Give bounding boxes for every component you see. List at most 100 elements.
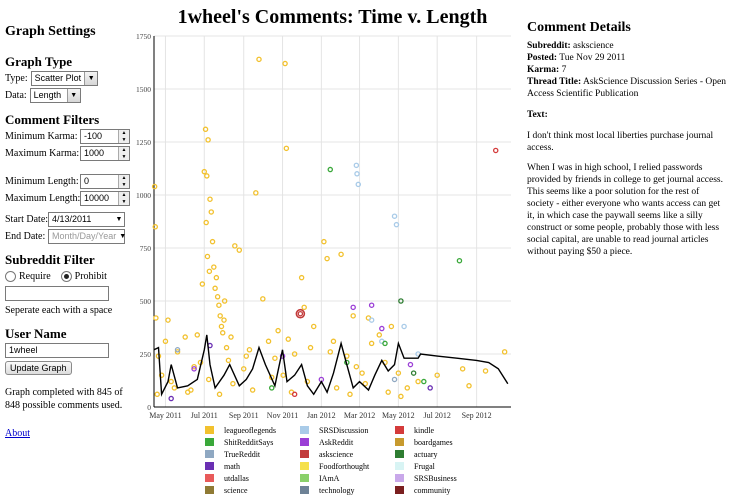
spin-up-icon[interactable]: ▲ (119, 192, 129, 199)
spin-down-icon[interactable]: ▼ (119, 181, 129, 188)
x-tick-label: Sep 2011 (229, 411, 259, 420)
legend-swatch (300, 450, 309, 458)
comment-paragraph: When I was in high school, I relied pass… (527, 163, 724, 257)
scatter-chart[interactable]: 0 250 500 750 1000 1250 1500 1750 May 2011 Jul 20… (132, 30, 517, 424)
data-point (382, 340, 388, 347)
data-point (291, 391, 298, 398)
data-point (207, 196, 213, 202)
legend-swatch (300, 474, 309, 482)
legend-swatch (395, 462, 404, 470)
settings-heading: Graph Settings (5, 24, 96, 39)
data-point (202, 126, 209, 133)
legend-label: science (224, 485, 248, 495)
data-point (171, 385, 178, 391)
data-label: Data: (5, 90, 27, 101)
about-link[interactable]: About (5, 428, 30, 439)
min-length-label: Minimum Length: (5, 176, 79, 187)
legend-swatch (205, 438, 214, 446)
data-select[interactable]: Length ▼ (29, 88, 81, 103)
data-point (368, 302, 375, 308)
spin-up-icon[interactable]: ▲ (119, 175, 129, 182)
start-date-label: Start Date: (5, 214, 49, 225)
data-point (216, 391, 223, 398)
data-point (165, 317, 171, 323)
data-point (307, 344, 314, 351)
data-point (260, 296, 266, 302)
prohibit-label: Prohibit (74, 271, 107, 282)
x-tick-label: Nov 2011 (267, 411, 298, 420)
type-label: Type: (5, 73, 28, 84)
data-point (249, 387, 256, 393)
start-date-input[interactable]: 4/13/2011 ▼ (48, 212, 125, 227)
data-point (218, 323, 225, 330)
data-point (205, 137, 211, 143)
data-point (212, 285, 218, 292)
subreddit-filter-input[interactable] (5, 286, 109, 301)
subreddit-hint: Seperate each with a space (5, 305, 113, 316)
legend-swatch (395, 486, 404, 494)
data-point (199, 281, 206, 287)
spin-up-icon[interactable]: ▲ (119, 130, 129, 137)
data-point (151, 183, 158, 190)
legend-label: IAmA (319, 473, 340, 483)
require-radio[interactable] (5, 271, 16, 282)
legend-label: boardgames (414, 437, 453, 447)
data-point (410, 370, 417, 376)
min-karma-input[interactable]: -100 ▲ ▼ (80, 129, 130, 144)
prohibit-radio[interactable] (60, 271, 72, 282)
average-length-line (153, 334, 509, 397)
legend-swatch (205, 486, 214, 494)
data-point (333, 385, 340, 391)
data-point (217, 313, 223, 319)
data-point (211, 264, 217, 270)
data-point (221, 317, 227, 323)
data-point (398, 298, 404, 304)
spin-down-icon[interactable]: ▼ (119, 198, 129, 205)
data-point (338, 251, 344, 258)
legend-item: askscience (300, 448, 395, 460)
data-point (223, 344, 230, 351)
end-date-input[interactable]: Month/Day/Year ▼ (48, 229, 126, 244)
data-point (362, 380, 369, 387)
data-point (213, 274, 220, 281)
data-point (350, 304, 356, 311)
legend-swatch (395, 426, 404, 434)
max-karma-input[interactable]: 1000 ▲ ▼ (80, 146, 130, 161)
legend-item: science (205, 484, 300, 496)
chevron-down-icon: ▼ (84, 72, 98, 85)
spin-down-icon[interactable]: ▼ (119, 153, 129, 160)
data-point (330, 338, 337, 345)
data-point (154, 391, 160, 398)
y-tick-label: 1500 (136, 85, 151, 94)
legend-label: Foodforthought (319, 461, 370, 471)
update-graph-button[interactable]: Update Graph (5, 361, 72, 375)
min-length-input[interactable]: 0 ▲ ▼ (80, 174, 130, 189)
data-value: Length (33, 90, 62, 100)
username-input[interactable]: 1wheel (5, 343, 109, 358)
y-tick-label: 1000 (136, 191, 151, 200)
data-point (225, 357, 232, 364)
legend-label: Frugal (414, 461, 435, 471)
spin-down-icon[interactable]: ▼ (119, 136, 129, 143)
data-point (152, 224, 159, 230)
selected-point (295, 308, 306, 319)
y-tick-label: 0 (147, 403, 151, 412)
legend-label: ShitRedditSays (224, 437, 274, 447)
data-point (268, 385, 275, 391)
end-date-placeholder: Month/Day/Year (52, 231, 117, 241)
graph-type-select[interactable]: Scatter Plot ▼ (30, 71, 99, 86)
data-point (162, 338, 169, 345)
data-point (219, 330, 226, 336)
data-point (168, 395, 174, 402)
legend-label: community (414, 485, 451, 495)
legend-item: Foodforthought (300, 460, 395, 472)
min-karma-label: Minimum Karma: (5, 131, 78, 142)
subreddit-label: Subreddit: (527, 41, 571, 51)
spin-up-icon[interactable]: ▲ (119, 147, 129, 154)
data-point (275, 327, 281, 334)
data-point (228, 334, 234, 340)
max-length-input[interactable]: 10000 ▲ ▼ (80, 191, 130, 206)
data-point (350, 313, 356, 319)
thread-title-value: AskScience Discussion Series - Open Acce… (527, 77, 726, 99)
data-point (415, 378, 421, 385)
